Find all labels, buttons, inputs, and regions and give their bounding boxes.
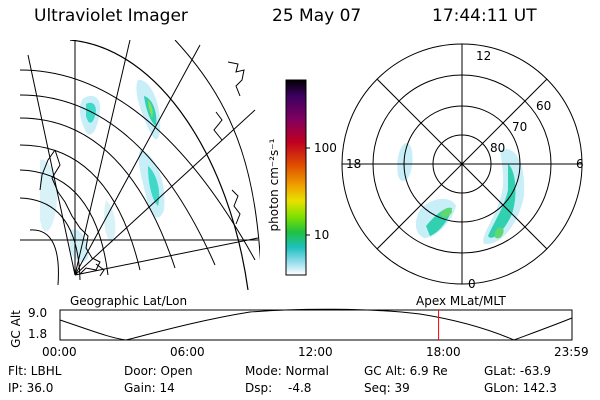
latitude-arc	[20, 197, 81, 281]
meridian	[74, 237, 259, 276]
lat-label-80: 80	[490, 141, 505, 155]
coastline	[51, 149, 101, 275]
timeline-x-tick-1200: 12:00	[298, 345, 333, 359]
latitude-arc	[20, 94, 216, 266]
info-door: Door: Open	[124, 364, 193, 378]
info-ip: IP: 36.0	[8, 381, 54, 395]
horizon-arc	[174, 40, 260, 262]
info-mode: Mode: Normal	[245, 364, 329, 378]
timeline-left-label: Geographic Lat/Lon	[70, 294, 188, 308]
aurora-emission-polar	[397, 143, 525, 245]
colorbar-tick-10: 10	[314, 228, 330, 242]
info-flt: Flt: LBHL	[8, 364, 62, 378]
lat-label-70: 70	[512, 120, 527, 134]
instrument-title: Ultraviolet Imager	[34, 6, 188, 26]
meridian	[74, 109, 256, 276]
info-dsp-label: Dsp:	[245, 381, 273, 395]
timeline-y-tick-bottom: 1.8	[28, 327, 48, 341]
coastline	[231, 189, 241, 225]
timeline-x-tick-0000: 00:00	[42, 345, 77, 359]
latitude-arc	[20, 144, 141, 271]
colorbar-tick-100: 100	[314, 141, 337, 155]
coastline	[227, 61, 245, 97]
mlt-diagonal	[376, 78, 548, 250]
mlt-label-18: 18	[346, 157, 361, 171]
meridian	[74, 44, 201, 276]
info-dsp-value: -4.8	[288, 381, 312, 395]
info-seq: Seq: 39	[364, 381, 410, 395]
timeline-x-tick-0600: 06:00	[170, 345, 205, 359]
meridian	[27, 54, 76, 276]
coastline	[213, 111, 223, 141]
info-glat: GLat: -63.9	[484, 364, 551, 378]
meridian	[74, 40, 131, 276]
latitude-arc	[20, 117, 176, 269]
mlt-label-0: 0	[468, 277, 476, 291]
lat-label-60: 60	[536, 99, 551, 113]
altitude-curve	[59, 308, 573, 341]
timeline-x-tick-1800: 18:00	[426, 345, 461, 359]
info-glon: GLon: 142.3	[484, 381, 557, 395]
latitude-arc	[29, 229, 59, 286]
coastline	[95, 263, 105, 277]
timeline-y-tick-top: 9.0	[28, 306, 48, 320]
info-gain: Gain: 14	[124, 381, 175, 395]
info-gc-alt: GC Alt: 6.9 Re	[364, 364, 448, 378]
timeline-right-label: Apex MLat/MLT	[416, 294, 506, 308]
color-bar	[285, 79, 310, 276]
coastline	[39, 149, 56, 191]
time-label: 17:44:11 UT	[432, 6, 537, 26]
mlt-label-12: 12	[476, 49, 491, 63]
latitude-arc	[20, 169, 109, 276]
date-label: 25 May 07	[272, 6, 362, 26]
timeline-x-tick-2359: 23:59	[554, 345, 589, 359]
latitude-arc	[20, 69, 256, 261]
mlt-label-6: 6	[576, 157, 584, 171]
